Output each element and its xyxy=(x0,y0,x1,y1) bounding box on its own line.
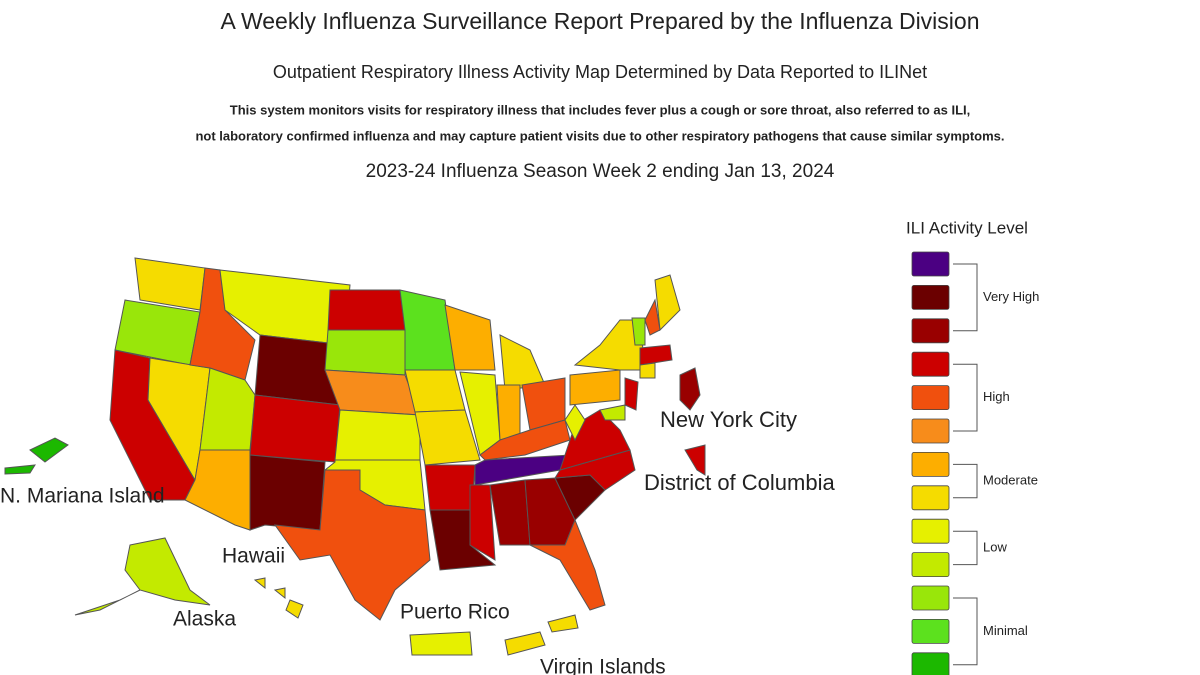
region xyxy=(489,479,531,546)
region xyxy=(564,404,586,442)
region xyxy=(134,257,206,311)
legend-label: High xyxy=(983,389,1010,404)
legend-swatch xyxy=(911,485,950,511)
legend-swatch xyxy=(911,284,950,310)
legend: Very High High Moderate Low Minimal xyxy=(911,251,1039,675)
legend-swatch xyxy=(911,518,950,544)
legend-label: Low xyxy=(983,539,1007,554)
region xyxy=(504,631,546,656)
legend-bracket xyxy=(953,363,978,432)
region xyxy=(569,369,621,406)
region xyxy=(324,369,421,416)
region xyxy=(639,362,656,379)
region xyxy=(679,367,701,411)
description: This system monitors visits for respirat… xyxy=(230,102,971,117)
map-label: Puerto Rico xyxy=(400,601,510,624)
region xyxy=(124,537,211,606)
region xyxy=(469,484,496,561)
map-label: Hawaii xyxy=(222,545,285,568)
region xyxy=(631,317,646,346)
region xyxy=(409,631,473,656)
description: not laboratory confirmed influenza and m… xyxy=(195,128,1004,143)
map-label: New York City xyxy=(660,407,797,432)
region xyxy=(654,274,681,332)
legend-swatch xyxy=(911,585,950,611)
legend-swatch xyxy=(911,451,950,477)
map-label: Alaska xyxy=(173,608,236,631)
map-label: Virgin Islands xyxy=(540,656,666,675)
region xyxy=(444,304,496,371)
legend-bracket xyxy=(953,530,978,566)
region xyxy=(496,384,521,441)
legend-title: ILI Activity Level xyxy=(906,218,1028,237)
region xyxy=(273,469,431,621)
legend-swatch xyxy=(911,418,950,444)
region xyxy=(273,587,286,600)
map-label: District of Columbia xyxy=(644,470,835,495)
region xyxy=(249,394,341,463)
region xyxy=(4,464,36,475)
legend-label: Moderate xyxy=(983,473,1038,488)
region xyxy=(249,454,326,531)
legend-bracket xyxy=(953,597,978,666)
region xyxy=(285,599,304,619)
region xyxy=(424,464,476,511)
region xyxy=(327,289,406,331)
week-label: 2023-24 Influenza Season Week 2 ending J… xyxy=(366,161,835,182)
region xyxy=(74,589,141,616)
region xyxy=(599,404,626,421)
subtitle: Outpatient Respiratory Illness Activity … xyxy=(273,62,927,82)
region xyxy=(529,518,606,611)
title: A Weekly Influenza Surveillance Report P… xyxy=(221,8,980,34)
map-label: N. Mariana Island xyxy=(0,485,165,508)
region xyxy=(199,367,256,451)
legend-label: Minimal xyxy=(983,623,1028,638)
legend-swatch xyxy=(911,385,950,411)
legend-bracket xyxy=(953,463,978,499)
region xyxy=(414,409,481,466)
legend-label: Very High xyxy=(983,289,1039,304)
legend-swatch xyxy=(911,552,950,577)
region xyxy=(624,377,639,411)
region xyxy=(499,334,546,391)
legend-bracket xyxy=(953,263,978,332)
region xyxy=(334,409,421,461)
legend-swatch xyxy=(911,652,950,675)
region xyxy=(429,509,497,571)
region xyxy=(644,298,661,336)
legend-swatch xyxy=(911,351,950,377)
legend-swatch xyxy=(911,251,950,277)
legend-swatch xyxy=(911,619,950,644)
region xyxy=(404,369,466,413)
region xyxy=(547,614,579,633)
region xyxy=(684,444,706,476)
region xyxy=(29,437,69,463)
region xyxy=(399,289,456,371)
legend-swatch xyxy=(911,318,950,344)
region xyxy=(324,329,406,376)
region xyxy=(639,344,673,366)
us-map xyxy=(4,257,706,656)
region xyxy=(253,577,266,590)
